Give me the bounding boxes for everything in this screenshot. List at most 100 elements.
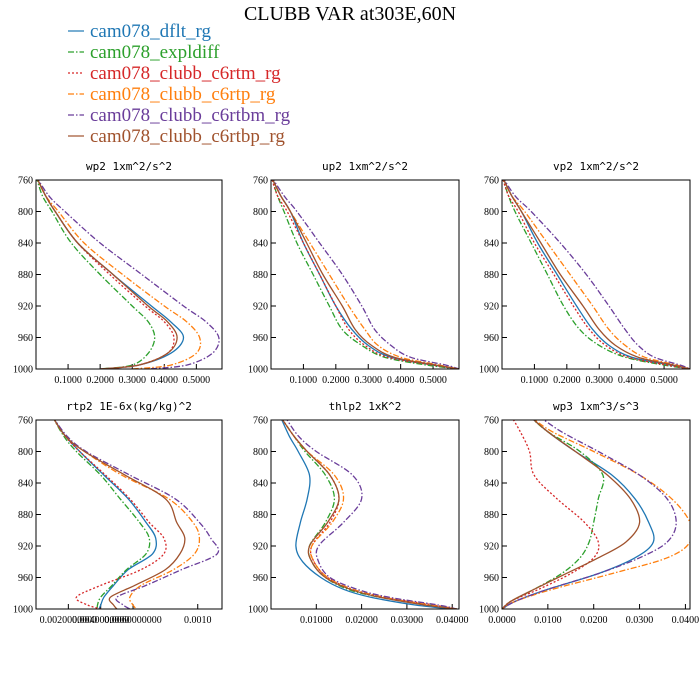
y-tick-label: 760: [484, 176, 499, 187]
y-tick-label: 1000: [13, 605, 33, 616]
y-tick-label: 760: [18, 176, 33, 187]
y-tick-label: 840: [253, 479, 268, 490]
x-tick-label: 0.5000: [419, 375, 447, 386]
y-tick-label: 1000: [479, 605, 499, 616]
y-tick-label: 920: [484, 542, 499, 553]
series-line: [502, 180, 690, 369]
panel-title: vp2 1xm^2/s^2: [553, 160, 639, 173]
x-tick-label: 0.0040000000: [72, 615, 130, 626]
series-line: [53, 420, 201, 609]
x-tick-label: 0.0200: [580, 615, 608, 626]
series-line: [502, 420, 641, 609]
x-tick-label: 0.3000: [118, 375, 146, 386]
y-tick-label: 880: [484, 510, 499, 521]
legend-label: cam078_expldiff: [90, 42, 220, 63]
x-tick-label: 0.3000: [354, 375, 382, 386]
series-line: [503, 180, 690, 369]
series-line: [53, 420, 158, 609]
y-tick-label: 1000: [248, 365, 268, 376]
series-line: [502, 180, 690, 369]
x-tick-label: 0.0100: [534, 615, 562, 626]
series-line: [53, 420, 186, 609]
y-tick-label: 800: [484, 447, 499, 458]
panel-title: wp3 1xm^3/s^3: [553, 400, 639, 413]
plot-frame: [35, 179, 223, 370]
x-tick-label: 0.0000: [488, 615, 516, 626]
y-tick-label: 880: [18, 270, 33, 281]
series-line: [281, 420, 453, 609]
y-tick-label: 960: [253, 573, 268, 584]
x-tick-label: 0.0060000000: [104, 615, 162, 626]
series-line: [272, 180, 459, 369]
series-line: [503, 180, 690, 369]
y-tick-label: 960: [253, 333, 268, 344]
y-tick-label: 760: [253, 416, 268, 427]
series-line: [271, 180, 459, 369]
y-tick-label: 760: [253, 176, 268, 187]
y-tick-label: 920: [484, 302, 499, 313]
legend-label: cam078_clubb_c6rtbm_rg: [90, 105, 291, 126]
y-tick-label: 760: [484, 416, 499, 427]
y-tick-label: 840: [484, 239, 499, 250]
x-tick-label: 0.0020000000: [40, 615, 98, 626]
x-tick-label: 0.1000: [54, 375, 82, 386]
y-tick-label: 1000: [248, 605, 268, 616]
series-line: [503, 180, 690, 369]
x-tick-label: 0.03000: [391, 615, 424, 626]
x-tick-label: 0.04000: [436, 615, 469, 626]
x-tick-label: 0.4000: [151, 375, 179, 386]
y-tick-label: 880: [253, 270, 268, 281]
y-tick-label: 880: [484, 270, 499, 281]
y-tick-label: 960: [18, 573, 33, 584]
y-tick-label: 760: [18, 416, 33, 427]
plot-frame: [501, 179, 691, 370]
y-tick-label: 800: [18, 207, 33, 218]
series-line: [36, 180, 156, 369]
legend: cam078_dflt_rgcam078_expldiffcam078_club…: [68, 21, 291, 147]
x-tick-label: 0.2000: [553, 375, 581, 386]
panels: wp2 1xm^2/s^2 760 800 840 880 920 960 1000 0.100…: [13, 160, 699, 626]
x-tick-label: 0.0010: [184, 615, 212, 626]
y-tick-label: 800: [253, 207, 268, 218]
series-line: [53, 420, 167, 609]
x-tick-label: 0.1000: [290, 375, 318, 386]
y-tick-label: 880: [18, 510, 33, 521]
x-tick-label: 0.4000: [618, 375, 646, 386]
y-tick-label: 920: [18, 302, 33, 313]
legend-label: cam078_clubb_c6rtp_rg: [90, 84, 276, 105]
x-tick-label: 0.01000: [300, 615, 333, 626]
panel-title: wp2 1xm^2/s^2: [86, 160, 172, 173]
x-tick-label: 0.1000: [521, 375, 549, 386]
chart-panel: rtp2 1E-6x(kg/kg)^2 760 800 840 880 920 960 100…: [13, 400, 223, 626]
y-tick-label: 800: [253, 447, 268, 458]
x-tick-label: 0.5000: [650, 375, 678, 386]
series-line: [281, 420, 457, 609]
series-group: [53, 420, 220, 609]
series-line: [272, 180, 459, 369]
plot-frame: [35, 419, 223, 610]
y-tick-label: 920: [253, 302, 268, 313]
figure-title: CLUBB VAR at303E,60N: [244, 3, 456, 25]
x-tick-label: 0.0400: [672, 615, 700, 626]
y-tick-label: 840: [18, 239, 33, 250]
y-tick-label: 800: [18, 447, 33, 458]
series-group: [502, 180, 690, 369]
y-tick-label: 800: [484, 207, 499, 218]
series-line: [502, 420, 605, 609]
series-line: [37, 180, 175, 369]
series-line: [286, 420, 457, 609]
series-line: [37, 180, 202, 369]
x-tick-label: 0.2000: [322, 375, 350, 386]
y-tick-label: 920: [253, 542, 268, 553]
series-line: [54, 420, 220, 609]
series-group: [281, 420, 457, 609]
series-line: [281, 420, 457, 609]
x-tick-label: 0.3000: [585, 375, 613, 386]
legend-label: cam078_clubb_c6rtbp_rg: [90, 126, 285, 147]
y-tick-label: 960: [18, 333, 33, 344]
series-line: [271, 180, 459, 369]
x-tick-label: 0.5000: [183, 375, 211, 386]
panel-title: thlp2 1xK^2: [329, 400, 402, 413]
series-line: [53, 420, 151, 609]
